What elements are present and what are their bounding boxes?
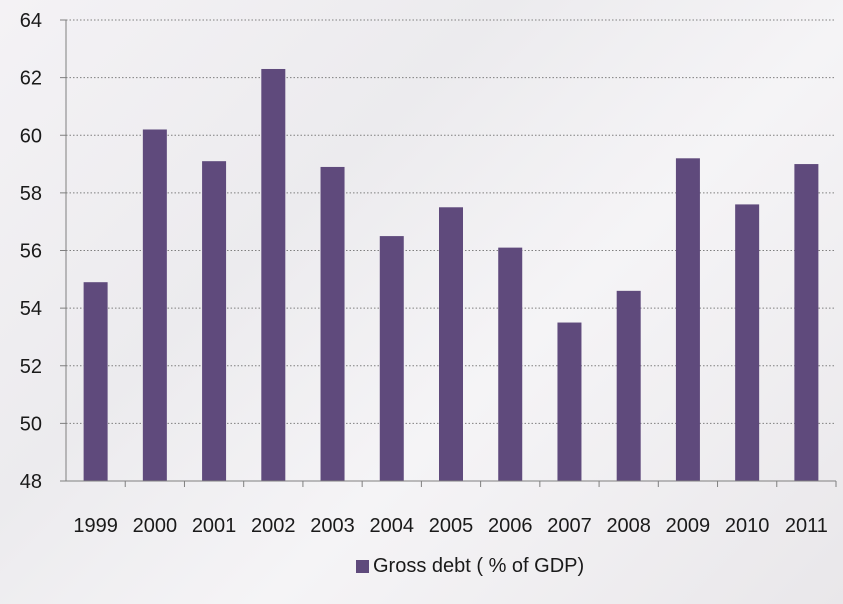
x-tick-label-2005: 2005 xyxy=(429,515,474,537)
bar-2005 xyxy=(439,207,463,481)
bar-1999 xyxy=(83,282,108,481)
bar-2009 xyxy=(675,158,700,482)
y-tick-label: 54 xyxy=(20,298,42,320)
x-tick-label-2001: 2001 xyxy=(192,515,237,537)
bar-2004 xyxy=(379,236,404,481)
bar-2000 xyxy=(142,129,167,482)
bars xyxy=(83,68,819,482)
y-tick-label: 60 xyxy=(20,125,42,147)
y-tick-label: 52 xyxy=(20,356,42,378)
x-tick-label-2008: 2008 xyxy=(606,515,651,537)
legend: Gross debt ( % of GDP) xyxy=(356,555,584,578)
x-tick-label-2011: 2011 xyxy=(785,515,828,537)
legend-label: Gross debt ( % of GDP) xyxy=(373,555,585,577)
y-axis-tick-labels: 48 50 52 54 56 58 60 62 64 xyxy=(20,10,66,493)
bar-2006 xyxy=(498,247,523,481)
bar-2008 xyxy=(616,290,641,481)
x-tick-label-2002: 2002 xyxy=(251,515,296,537)
bar-2002 xyxy=(261,68,286,481)
y-tick-label: 58 xyxy=(20,183,42,205)
y-tick-label: 48 xyxy=(20,471,42,493)
x-tick-label-2000: 2000 xyxy=(133,515,178,537)
bar-2007 xyxy=(557,322,582,481)
x-tick-label-1999: 1999 xyxy=(73,515,118,537)
x-tick-label-2006: 2006 xyxy=(488,515,533,537)
bar-2011 xyxy=(794,164,819,481)
y-tick-label: 62 xyxy=(20,68,42,90)
y-tick-label: 56 xyxy=(20,241,42,263)
legend-swatch xyxy=(356,560,369,573)
x-tick-label-2003: 2003 xyxy=(310,515,355,537)
x-axis-tick-labels: 1999 2000 2001 2002 2003 2004 2005 2006 2007 2008… xyxy=(73,481,837,537)
bar-2010 xyxy=(735,204,760,481)
x-tick-label-2009: 2009 xyxy=(666,515,711,537)
x-tick-label-2007: 2007 xyxy=(547,515,592,537)
y-tick-label: 50 xyxy=(20,413,42,435)
bar-2003 xyxy=(320,166,345,481)
x-tick-label-2010: 2010 xyxy=(725,515,770,537)
bar-2001 xyxy=(202,161,227,481)
y-tick-label: 64 xyxy=(20,10,42,32)
x-tick-label-2004: 2004 xyxy=(370,515,415,537)
